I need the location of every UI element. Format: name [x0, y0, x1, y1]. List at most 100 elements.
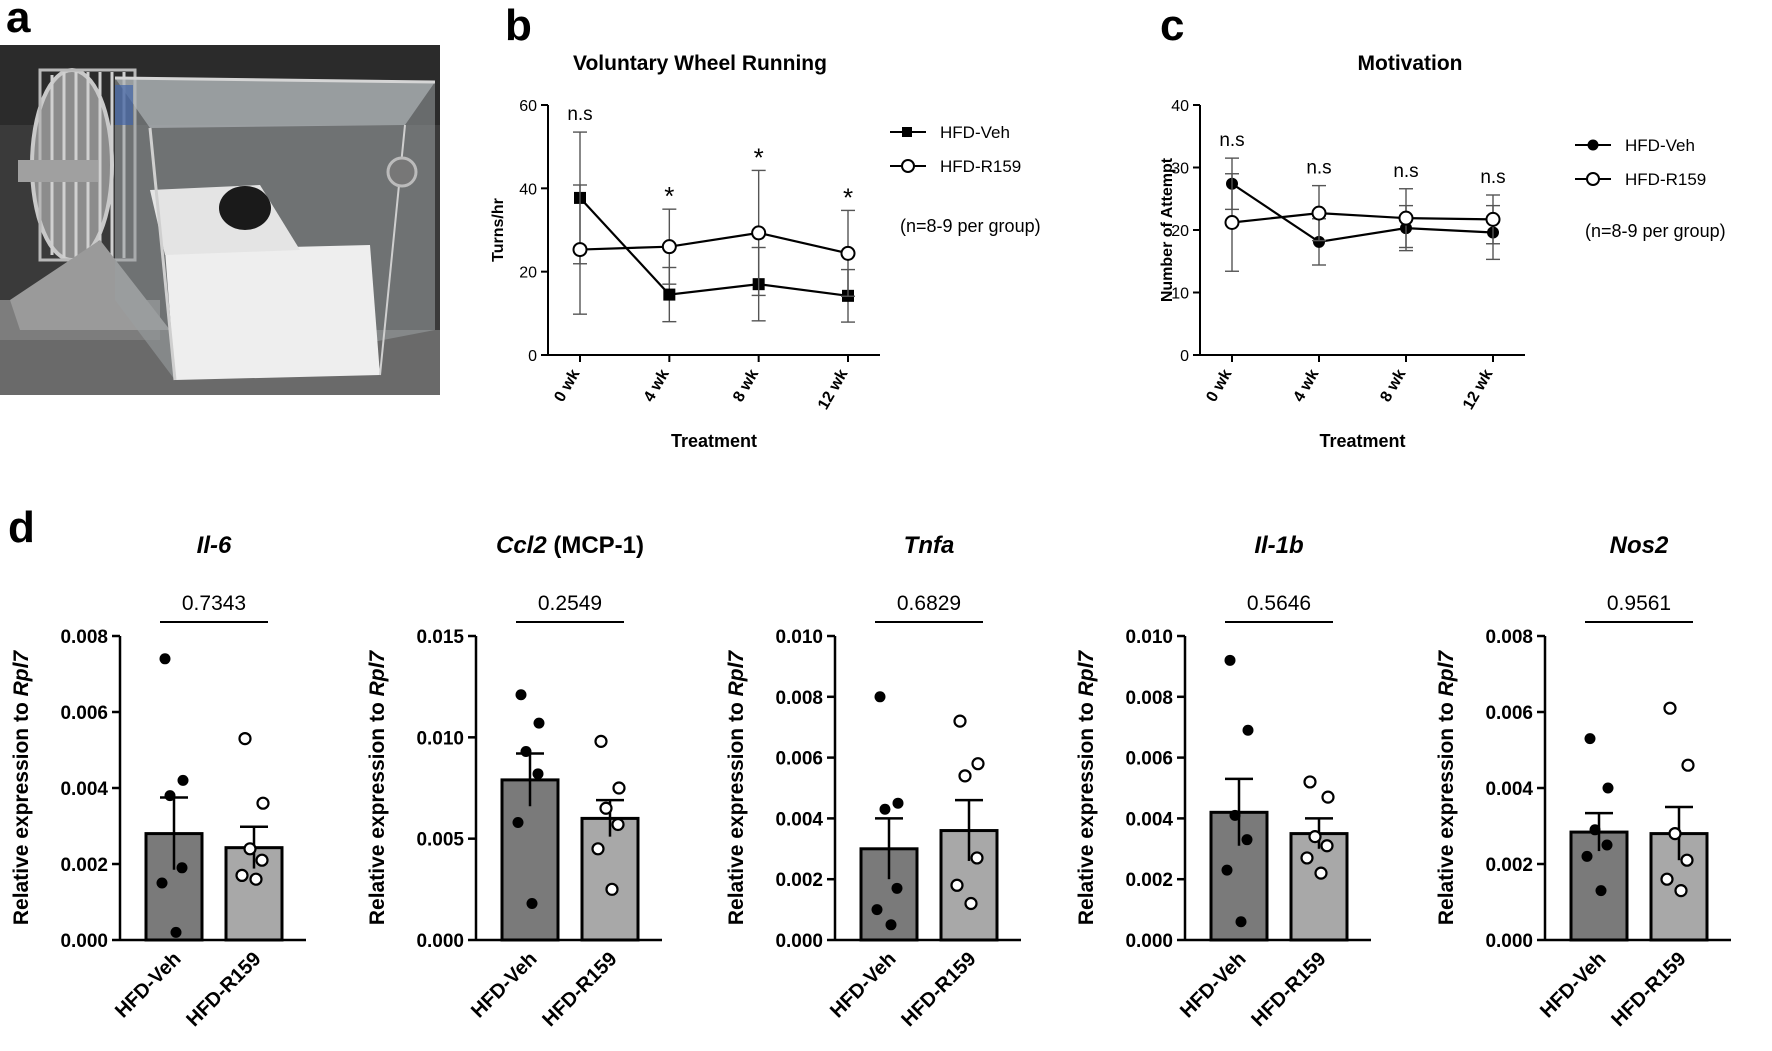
data-point [1300, 851, 1314, 865]
y-tick-label: 0.002 [1485, 855, 1533, 876]
sample-size-note: (n=8-9 per group) [1585, 221, 1726, 241]
bar [580, 816, 640, 942]
data-point [840, 245, 856, 261]
y-tick-label: 0.002 [60, 855, 108, 876]
y-axis-title: Turns/hr [490, 198, 507, 262]
x-tick-label: HFD-Veh [826, 948, 900, 1022]
data-point [159, 653, 171, 665]
bar-chart-panel: Ccl2 (MCP-1) 0.000 0.005 0.010 0.015 Relative… [366, 532, 662, 1031]
data-point [177, 774, 189, 786]
data-point [164, 790, 176, 802]
panel-letter-a: a [6, 0, 31, 42]
data-point [663, 288, 676, 301]
mouse [219, 186, 271, 230]
panel-letter-c: c [1160, 1, 1184, 50]
y-tick-label: 0 [1180, 348, 1189, 365]
data-point [1311, 205, 1327, 221]
gene-title-italic: Ccl2 [496, 532, 547, 559]
gene-title: Il-6 [197, 532, 232, 559]
x-tick-label: HFD-R159 [897, 948, 980, 1031]
y-axis-title-italic: Rpl7 [366, 650, 389, 697]
y-axis-title-plain: Relative expression to [1075, 696, 1098, 925]
legend-marker [1587, 139, 1599, 151]
x-tick-label: HFD-Veh [1536, 948, 1610, 1022]
data-point [1595, 885, 1607, 897]
data-point [953, 714, 967, 728]
data-point [170, 926, 182, 938]
y-tick-label: 0.006 [775, 749, 823, 770]
legend-marker [1586, 172, 1600, 186]
data-point [255, 853, 269, 867]
data-point [891, 882, 903, 894]
y-tick-label: 0.008 [1485, 627, 1533, 648]
data-point [1581, 850, 1593, 862]
data-point [885, 919, 897, 931]
data-point [1321, 790, 1335, 804]
y-tick-label: 10 [1171, 286, 1189, 303]
cage-photo [0, 45, 440, 395]
significance-label: n.s [1306, 158, 1331, 179]
bar-chart-panel: Il-1b 0.000 0.002 0.004 0.006 0.008 0.010 Relat… [1075, 532, 1371, 1031]
cage [114, 76, 436, 381]
y-tick-label: 0.002 [1125, 870, 1173, 891]
y-tick-label: 0.010 [775, 627, 823, 648]
y-tick-label: 30 [1171, 161, 1189, 178]
data-point [1241, 834, 1253, 846]
data-point [964, 896, 978, 911]
data-point [1398, 210, 1414, 226]
x-tick-label: HFD-Veh [111, 948, 185, 1022]
y-tick-label: 0.004 [1125, 809, 1173, 830]
y-tick-label: 0.000 [775, 931, 823, 952]
gene-title-italic: Nos2 [1610, 532, 1669, 559]
legend-label: HFD-R159 [1625, 170, 1706, 189]
data-point [605, 882, 619, 896]
y-axis-title: Number of Attempt [1159, 157, 1176, 302]
x-tick-label: 12 wk [1460, 366, 1497, 412]
y-tick-label: 0.004 [1485, 779, 1533, 800]
bar-chart-panel: Tnfa 0.000 0.002 0.004 0.006 0.008 0.010 Relati… [725, 532, 1021, 1031]
x-tick-label: HFD-R159 [538, 948, 621, 1031]
chart-title: Voluntary Wheel Running [573, 52, 827, 75]
y-tick-label: 0.015 [416, 627, 464, 648]
significance-label: * [664, 181, 674, 211]
data-point [176, 862, 188, 874]
x-axis-title: Treatment [1319, 431, 1405, 451]
y-tick-label: 20 [1171, 223, 1189, 240]
y-axis-title-italic: Rpl7 [1075, 650, 1098, 697]
y-tick-label: 0.006 [1125, 749, 1173, 770]
gene-title-italic: Tnfa [904, 532, 955, 559]
x-tick-label: 4 wk [1290, 366, 1322, 405]
legend-label: HFD-Veh [1625, 136, 1695, 155]
data-point [1229, 809, 1241, 821]
data-point [243, 842, 257, 856]
data-point [512, 816, 524, 828]
bar [1289, 832, 1349, 942]
data-point [594, 734, 608, 748]
bar-charts-gene-expression: Il-6 0.000 0.002 0.004 0.006 0.008 Relative ex… [10, 532, 1731, 1031]
x-tick-label: 12 wk [815, 366, 852, 412]
data-point [1314, 866, 1328, 880]
data-point [1221, 864, 1233, 876]
significance-label: n.s [1480, 167, 1505, 188]
data-point [1320, 839, 1334, 853]
x-tick-label: HFD-Veh [467, 948, 541, 1022]
x-tick-label: 8 wk [1377, 366, 1409, 405]
data-point [238, 731, 252, 746]
y-tick-label: 0.000 [1485, 931, 1533, 952]
gene-title-plain: (MCP-1) [547, 532, 644, 559]
bar-chart-panel: Il-6 0.000 0.002 0.004 0.006 0.008 Relative ex… [10, 532, 306, 1031]
y-tick-label: 0.004 [60, 779, 108, 800]
y-tick-label: 20 [519, 265, 537, 282]
y-axis-title-italic: Rpl7 [1435, 650, 1458, 697]
y-tick-label: 0.008 [60, 627, 108, 648]
data-point [892, 797, 904, 809]
y-tick-label: 0.005 [416, 830, 464, 851]
x-axis-title: Treatment [671, 431, 757, 451]
y-tick-label: 0 [528, 348, 537, 365]
significance-label: n.s [567, 104, 592, 125]
y-tick-label: 0.004 [775, 809, 823, 830]
series-line [579, 231, 849, 255]
y-axis-title-plain: Relative expression to [366, 696, 389, 925]
gene-title: Tnfa [904, 532, 955, 559]
